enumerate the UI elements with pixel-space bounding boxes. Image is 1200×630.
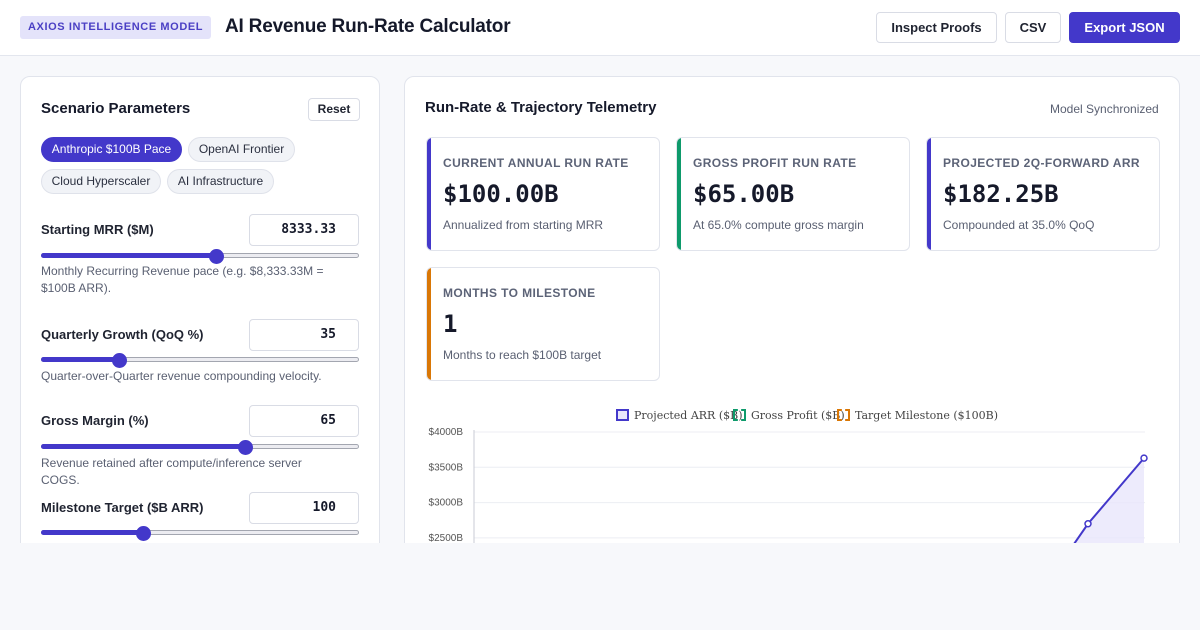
legend-swatch [616, 409, 629, 421]
preset-anthropic[interactable]: Anthropic $100B Pace [41, 137, 182, 162]
model-badge: AXIOS INTELLIGENCE MODEL [20, 16, 212, 39]
legend-item-target-milestone[interactable]: Target Milestone ($100B) [837, 409, 998, 422]
quarterly-growth-slider[interactable] [41, 353, 359, 368]
y-tick-label: $3500B [429, 462, 464, 473]
app-header: AXIOS INTELLIGENCE MODEL AI Revenue Run-… [0, 0, 1200, 56]
preset-ai-infrastructure[interactable]: AI Infrastructure [167, 169, 274, 194]
card-label: CURRENT ANNUAL RUN RATE [443, 156, 629, 170]
card-subtext: Months to reach $100B target [443, 348, 602, 362]
card-value: $100.00B [443, 180, 559, 208]
legend-swatch [837, 409, 850, 421]
quarterly-growth-input[interactable]: 35 [249, 319, 359, 351]
telemetry-title: Run-Rate & Trajectory Telemetry [425, 99, 657, 116]
quarterly-growth-help: Quarter-over-Quarter revenue compounding… [41, 369, 322, 383]
gross-margin-input[interactable]: 65 [249, 405, 359, 437]
slider-thumb[interactable] [237, 440, 253, 455]
slider-thumb[interactable] [135, 526, 151, 541]
y-axis-ticks: $4000B $3500B $3000B $2500B [429, 427, 464, 544]
arr-trajectory-chart: $4000B $3500B $3000B $2500B [429, 427, 1148, 555]
card-subtext: Compounded at 35.0% QoQ [943, 218, 1095, 232]
slider-thumb[interactable] [111, 353, 127, 368]
slider-fill [41, 444, 245, 449]
gross-margin-slider[interactable] [41, 440, 359, 455]
legend-label: Gross Profit ($B) [751, 409, 845, 422]
panel-title: Scenario Parameters [41, 100, 191, 117]
arr-point[interactable] [1084, 520, 1092, 528]
arr-point[interactable] [1140, 454, 1148, 462]
preset-openai[interactable]: OpenAI Frontier [188, 137, 295, 162]
y-tick-label: $4000B [429, 427, 464, 438]
metric-card-months-to-milestone: MONTHS TO MILESTONE 1 Months to reach $1… [426, 267, 660, 381]
legend-label: Target Milestone ($100B) [855, 409, 999, 422]
reset-button[interactable]: Reset [308, 98, 360, 121]
inspect-proofs-button[interactable]: Inspect Proofs [876, 12, 997, 43]
card-value: $182.25B [943, 180, 1059, 208]
page-title: AI Revenue Run-Rate Calculator [225, 16, 511, 37]
milestone-target-slider[interactable] [41, 526, 359, 541]
telemetry-panel: Run-Rate & Trajectory Telemetry Model Sy… [404, 76, 1180, 556]
viewport-blank [0, 543, 1200, 630]
slider-thumb[interactable] [208, 249, 224, 264]
preset-cloud-hyperscaler[interactable]: Cloud Hyperscaler [41, 169, 161, 194]
starting-mrr-help: Monthly Recurring Revenue pace (e.g. $8,… [41, 264, 324, 295]
gross-margin-label: Gross Margin (%) [41, 413, 149, 428]
y-tick-label: $3000B [429, 498, 464, 509]
slider-fill [41, 357, 119, 362]
card-accent [677, 138, 681, 250]
card-accent [427, 138, 431, 250]
metric-card-gross-profit: GROSS PROFIT RUN RATE $65.00B At 65.0% c… [676, 137, 910, 251]
legend-swatch [733, 409, 746, 421]
card-accent [927, 138, 931, 250]
scenario-parameters-panel: Scenario Parameters Reset Anthropic $100… [20, 76, 380, 556]
chart-series [1065, 454, 1148, 555]
card-label: PROJECTED 2Q-FORWARD ARR [943, 156, 1140, 170]
quarterly-growth-label: Quarterly Growth (QoQ %) [41, 327, 204, 342]
card-subtext: At 65.0% compute gross margin [693, 218, 864, 232]
card-label: GROSS PROFIT RUN RATE [693, 156, 857, 170]
gross-margin-help: Revenue retained after compute/inference… [41, 456, 302, 487]
milestone-target-label: Milestone Target ($B ARR) [41, 500, 204, 515]
legend-item-projected-arr[interactable]: Projected ARR ($B) [616, 409, 743, 422]
legend-label: Projected ARR ($B) [634, 409, 743, 422]
csv-button[interactable]: CSV [1005, 12, 1061, 43]
chart-grid [474, 431, 1145, 539]
metric-card-projected-arr: PROJECTED 2Q-FORWARD ARR $182.25B Compou… [926, 137, 1160, 251]
card-value: 1 [443, 310, 458, 338]
starting-mrr-label: Starting MRR ($M) [41, 222, 154, 237]
slider-fill [41, 253, 216, 258]
card-accent [427, 268, 431, 380]
card-subtext: Annualized from starting MRR [443, 218, 604, 232]
card-label: MONTHS TO MILESTONE [443, 286, 596, 300]
card-value: $65.00B [693, 180, 795, 208]
slider-fill [41, 530, 143, 535]
starting-mrr-input[interactable]: 8333.33 [249, 214, 359, 246]
milestone-target-input[interactable]: 100 [249, 492, 359, 524]
legend-item-gross-profit[interactable]: Gross Profit ($B) [733, 409, 845, 422]
y-tick-label: $2500B [429, 533, 464, 544]
export-json-button[interactable]: Export JSON [1069, 12, 1180, 43]
starting-mrr-slider[interactable] [41, 249, 359, 264]
metric-card-current-arr: CURRENT ANNUAL RUN RATE $100.00B Annuali… [426, 137, 660, 251]
sync-status: Model Synchronized [1050, 102, 1159, 116]
chart-legend: Projected ARR ($B) Gross Profit ($B) Tar… [405, 409, 1179, 423]
